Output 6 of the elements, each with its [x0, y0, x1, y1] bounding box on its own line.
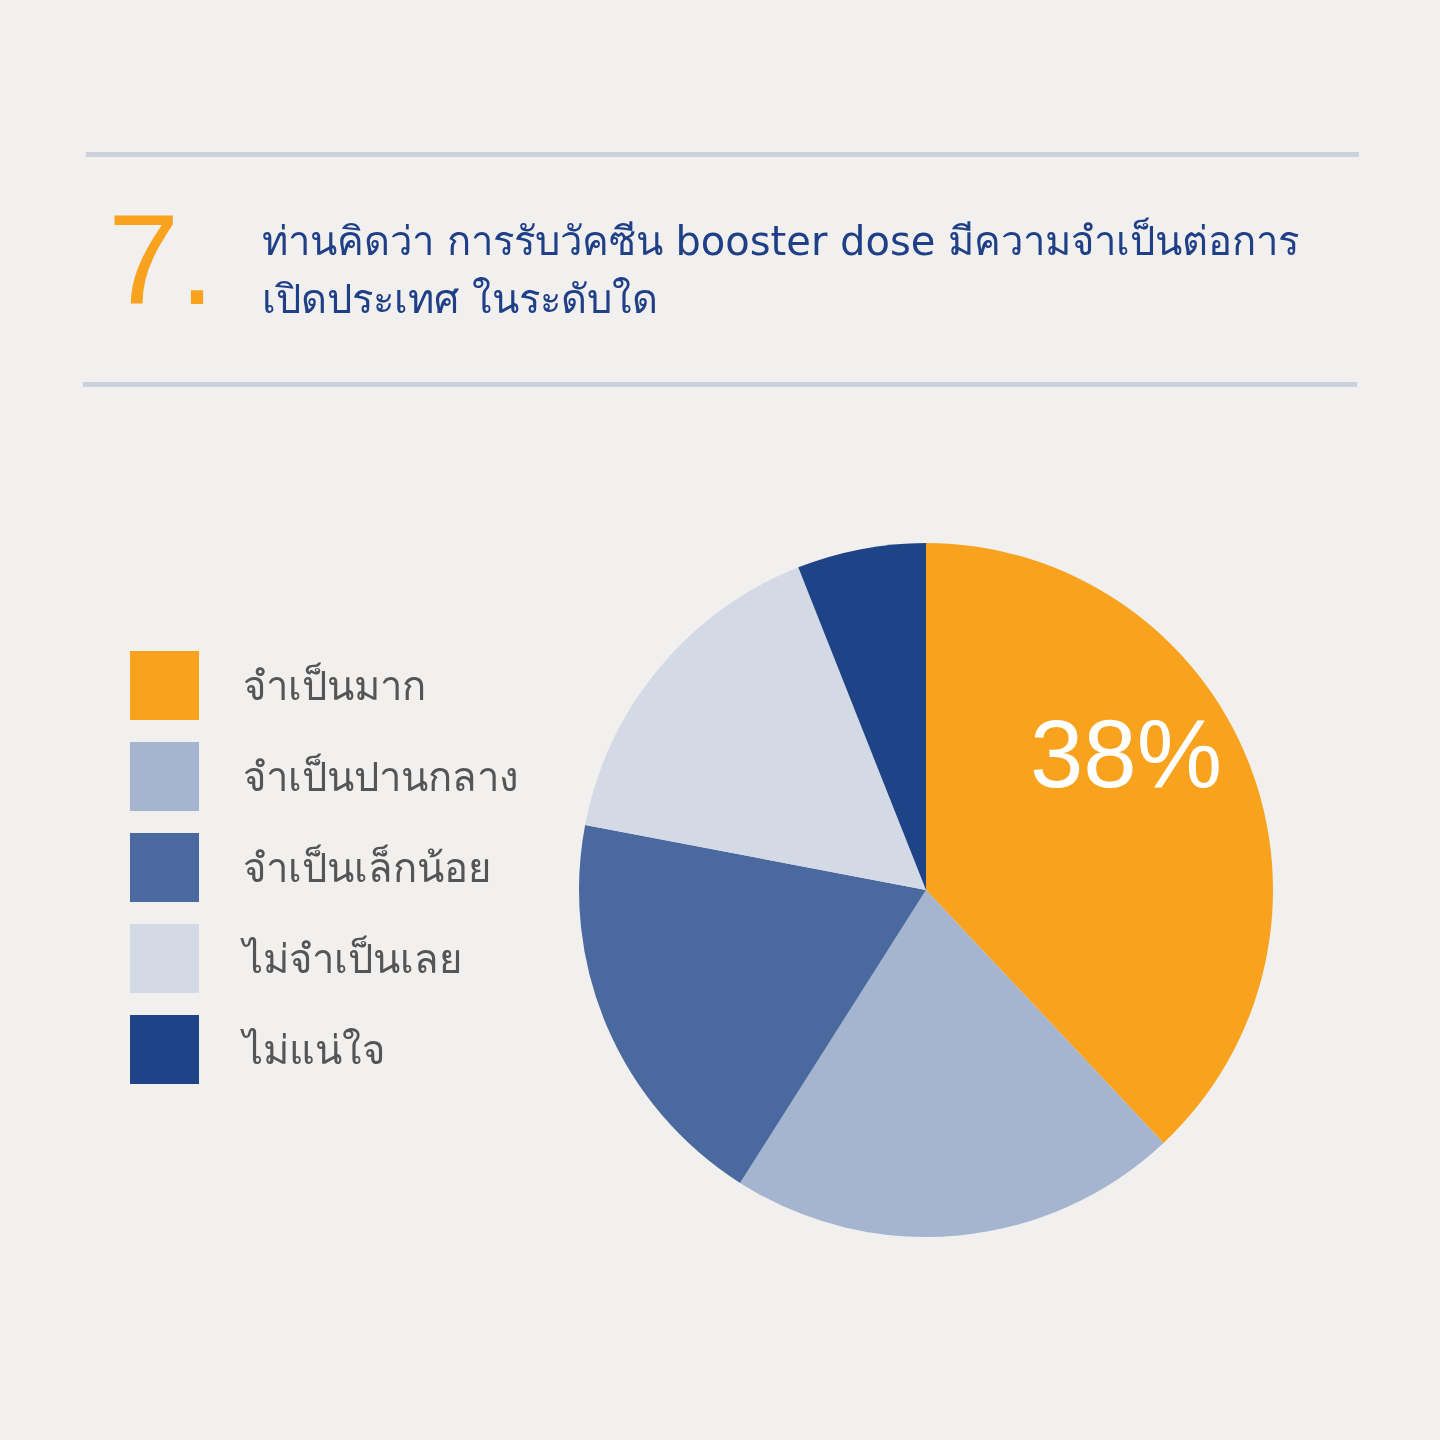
data-label: 38%: [1029, 700, 1223, 808]
legend-label: จำเป็นเล็กน้อย: [243, 843, 491, 893]
legend-label: จำเป็นปานกลาง: [243, 752, 519, 802]
chart-title: ท่านคิดว่า การรับวัคซีน booster dose มีความจำเป็นต่อการเปิดประเทศ ในระดับใด: [262, 216, 1301, 324]
text: 7.: [108, 188, 215, 331]
legend-label: จำเป็นมาก: [243, 661, 426, 711]
